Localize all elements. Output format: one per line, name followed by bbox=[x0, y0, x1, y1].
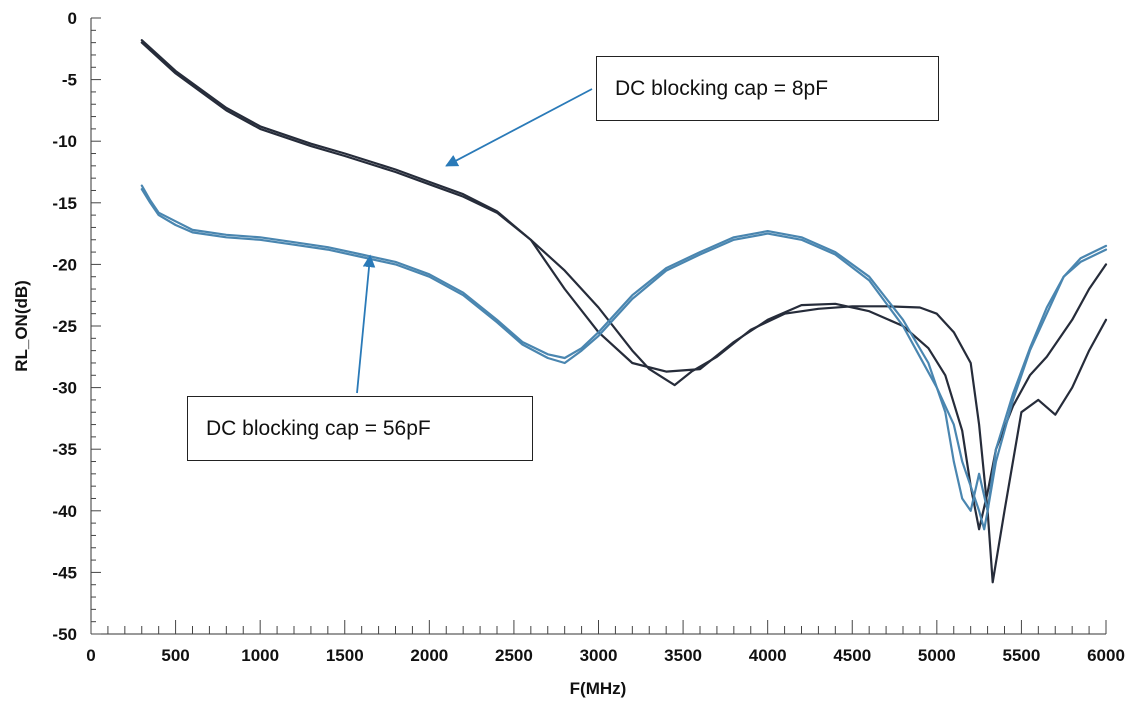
x-tick-label: 2500 bbox=[495, 646, 533, 665]
y-tick-label: -10 bbox=[52, 132, 77, 151]
x-tick-label: 500 bbox=[161, 646, 189, 665]
x-tick-label: 1500 bbox=[326, 646, 364, 665]
x-tick-label: 3000 bbox=[580, 646, 618, 665]
x-tick-label: 5000 bbox=[918, 646, 956, 665]
y-tick-label: -30 bbox=[52, 379, 77, 398]
y-tick-label: 0 bbox=[68, 9, 77, 28]
x-tick-label: 0 bbox=[86, 646, 95, 665]
axis-ticks bbox=[90, 17, 1107, 635]
annotation-box-56pf: DC blocking cap = 56pF bbox=[187, 396, 533, 461]
annotation-arrows bbox=[356, 88, 593, 394]
annotation-box-8pf: DC blocking cap = 8pF bbox=[596, 56, 939, 121]
axis-tick-labels: 0 500 1000 1500 2000 2500 3000 3500 4000 4500 5000… bbox=[52, 9, 1124, 665]
annotation-arrow-cap56 bbox=[356, 254, 376, 394]
annotation-label-8pf: DC blocking cap = 8pF bbox=[615, 76, 829, 100]
x-tick-label: 1000 bbox=[241, 646, 279, 665]
series-line-cap8-0 bbox=[140, 41, 1108, 531]
x-tick-label: 6000 bbox=[1087, 646, 1125, 665]
y-axis-title: RL_ON(dB) bbox=[12, 280, 31, 372]
x-tick-label: 4500 bbox=[833, 646, 871, 665]
y-tick-label: -35 bbox=[52, 440, 77, 459]
x-tick-label: 5500 bbox=[1003, 646, 1041, 665]
y-tick-label: -15 bbox=[52, 194, 77, 213]
y-tick-label: -20 bbox=[52, 255, 77, 274]
y-tick-label: -25 bbox=[52, 317, 77, 336]
x-tick-label: 4000 bbox=[749, 646, 787, 665]
y-tick-label: -45 bbox=[52, 563, 77, 582]
annotation-label-56pf: DC blocking cap = 56pF bbox=[206, 416, 431, 440]
annotation-arrow-cap8 bbox=[445, 88, 593, 167]
y-tick-label: -40 bbox=[52, 502, 77, 521]
x-tick-label: 2000 bbox=[410, 646, 448, 665]
series-line-cap8-1 bbox=[140, 39, 1108, 584]
y-tick-label: -50 bbox=[52, 625, 77, 644]
series-line-cap56-3 bbox=[140, 188, 1108, 531]
x-axis-title: F(MHz) bbox=[570, 679, 627, 698]
x-tick-label: 3500 bbox=[664, 646, 702, 665]
series-lines bbox=[140, 39, 1108, 584]
y-tick-label: -5 bbox=[62, 71, 77, 90]
